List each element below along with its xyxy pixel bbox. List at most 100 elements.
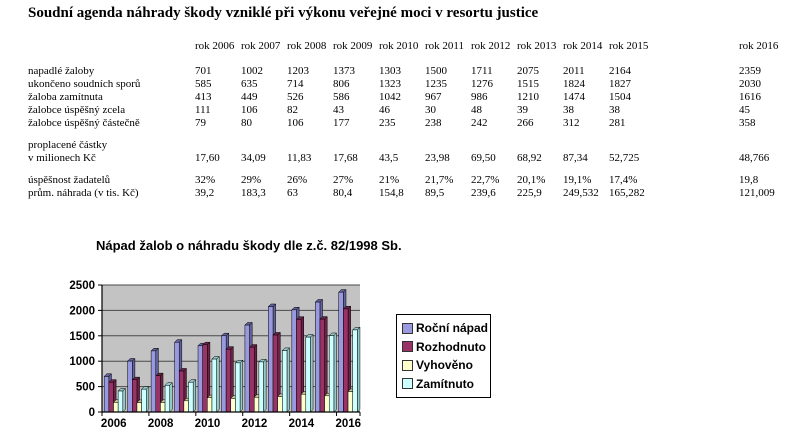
- y-tick-label: 2000: [69, 305, 95, 317]
- cell: 52,725: [609, 152, 640, 164]
- bar: [328, 335, 335, 413]
- y-tick-label: 2500: [69, 280, 95, 292]
- cell: 79: [195, 117, 206, 129]
- cell: 235: [379, 117, 396, 129]
- cell: 358: [739, 117, 756, 129]
- cell: 1002: [241, 65, 263, 77]
- table-header-row: rok 2006 rok 2007 rok 2008 rok 2009 rok 2010…: [28, 38, 799, 64]
- column-spacer: [655, 186, 739, 199]
- bar-side: [333, 332, 337, 413]
- column-spacer: [655, 151, 739, 164]
- bar: [300, 393, 307, 413]
- cell: 80,4: [333, 187, 353, 199]
- spacer-cell: [28, 164, 799, 173]
- table-row: proplacené částky: [28, 138, 799, 151]
- cell: 2011: [563, 65, 585, 77]
- spacer-row: [28, 164, 799, 173]
- bar: [225, 349, 232, 413]
- cell: [425, 138, 471, 151]
- column-spacer: [655, 77, 739, 90]
- cell: [609, 138, 655, 151]
- cell: 1323: [379, 78, 401, 90]
- column-spacer: [655, 138, 739, 151]
- bar-side: [239, 359, 243, 413]
- cell: 165,282: [609, 187, 645, 199]
- row-label: ukončeno soudních sporů: [28, 78, 141, 90]
- bar: [272, 334, 278, 413]
- chart-legend: Roční nápad Rozhodnuto Vyhověno Zamítnuto: [396, 314, 491, 398]
- cell: 238: [425, 117, 442, 129]
- bar: [315, 301, 321, 413]
- cell: 242: [471, 117, 488, 129]
- bar: [282, 350, 288, 413]
- bar: [268, 306, 274, 413]
- cell: [563, 138, 609, 151]
- cell: 34,09: [241, 152, 266, 164]
- bar: [150, 350, 157, 413]
- row-label: žalobce úspěšný zcela: [28, 104, 126, 116]
- cell: 1210: [517, 91, 539, 103]
- year-header: rok 2006: [195, 40, 235, 52]
- bar: [343, 308, 349, 413]
- cell: [517, 138, 563, 151]
- cell: [739, 138, 799, 151]
- bar: [296, 319, 302, 413]
- cell: 17,60: [195, 152, 220, 164]
- cell: 266: [517, 117, 534, 129]
- cell: 249,532: [563, 187, 599, 199]
- year-header: rok 2012: [471, 40, 511, 52]
- bar: [338, 291, 344, 413]
- cell: [195, 138, 241, 151]
- cell: 1616: [739, 91, 761, 103]
- cell: 111: [195, 104, 211, 116]
- cell: 239,6: [471, 187, 496, 199]
- bar: [253, 397, 260, 413]
- bar: [141, 388, 147, 413]
- cell: 1515: [517, 78, 539, 90]
- cell: 177: [333, 117, 350, 129]
- table-row: žalobce úspěšný zcela 111 106 82 43 46 30 48 39 3…: [28, 103, 799, 116]
- cell: 89,5: [425, 187, 445, 199]
- bar: [117, 390, 124, 413]
- cell: 19,8: [739, 174, 759, 186]
- year-header: rok 2011: [425, 40, 465, 52]
- cell: 701: [195, 65, 212, 77]
- x-tick-label: 2016: [335, 418, 361, 430]
- bar: [305, 336, 311, 413]
- year-header: rok 2007: [241, 40, 281, 52]
- legend-swatch-icon: [402, 322, 413, 334]
- cell: 281: [609, 117, 626, 129]
- table-row: v milionech Kč 17,60 34,09 11,83 17,68 43,5 23…: [28, 151, 799, 164]
- cell: 1711: [471, 65, 493, 77]
- bar: [207, 397, 213, 413]
- bar: [113, 402, 119, 413]
- legend-item: Rozhodnuto: [402, 340, 487, 354]
- year-header: rok 2016: [739, 40, 779, 52]
- bar: [178, 370, 185, 413]
- legend-swatch-icon: [402, 378, 413, 390]
- row-label: úspěšnost žadatelů: [28, 174, 111, 186]
- cell: 585: [195, 78, 212, 90]
- cell: 312: [563, 117, 580, 129]
- cell: 714: [287, 78, 304, 90]
- cell: 39,2: [195, 187, 215, 199]
- x-tick-label: 2010: [195, 418, 221, 430]
- bar: [127, 360, 133, 413]
- document-title: Soudní agenda náhrady škody vzniklé při …: [28, 5, 539, 21]
- cell: 29%: [241, 174, 262, 186]
- bar: [230, 398, 236, 413]
- cell: 635: [241, 78, 258, 90]
- bar: [202, 344, 208, 413]
- legend-item: Zamítnuto: [402, 377, 487, 391]
- y-tick-label: 500: [76, 382, 95, 394]
- cell: 32%: [195, 174, 216, 186]
- bar: [197, 345, 203, 413]
- x-tick-label: 2006: [101, 418, 127, 430]
- bar: [244, 324, 250, 413]
- cell: [333, 138, 379, 151]
- cell: 30: [425, 104, 436, 116]
- cell: 1303: [379, 65, 401, 77]
- bar: [174, 342, 180, 413]
- cell: 1504: [609, 91, 631, 103]
- bar-side: [169, 382, 173, 413]
